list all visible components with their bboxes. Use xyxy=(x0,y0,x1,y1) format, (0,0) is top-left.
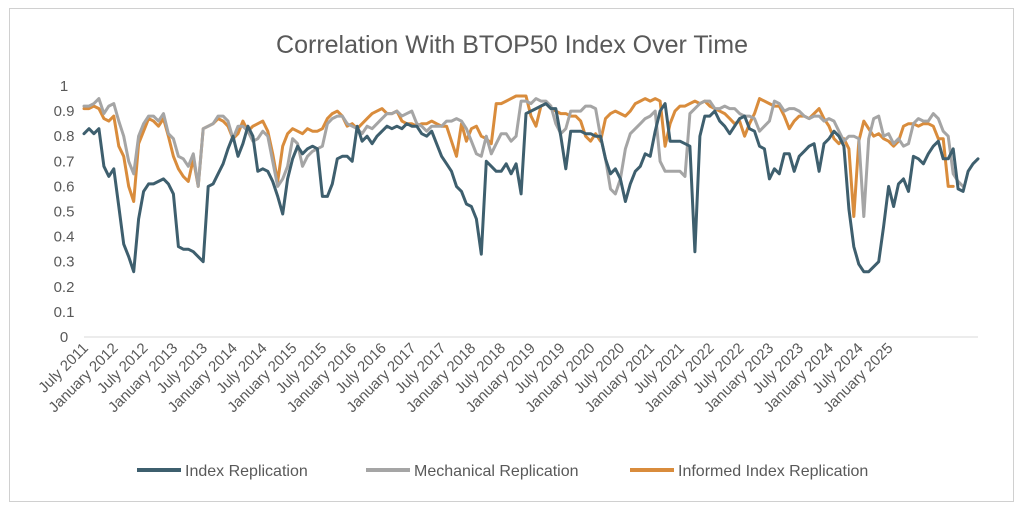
y-tick-label: 0.1 xyxy=(54,304,75,321)
chart-title: Correlation With BTOP50 Index Over Time xyxy=(276,31,748,59)
series-lines xyxy=(82,94,980,274)
legend-label: Informed Index Replication xyxy=(678,463,868,480)
y-tick-label: 0.4 xyxy=(54,229,75,246)
y-tick-label: 0.6 xyxy=(54,178,75,195)
series-line xyxy=(82,102,980,274)
chart-frame xyxy=(9,8,1014,502)
y-tick-label: 0.7 xyxy=(54,153,75,170)
legend: Index Replication Mechanical Replication I… xyxy=(137,463,868,480)
y-tick-label: 0.3 xyxy=(54,254,75,271)
y-tick-label: 0.5 xyxy=(54,204,75,221)
y-tick-label: 0 xyxy=(60,329,68,346)
y-tick-label: 0.2 xyxy=(54,279,75,296)
y-tick-label: 0.9 xyxy=(54,103,75,120)
series-line xyxy=(82,97,965,218)
y-tick-label: 1 xyxy=(60,78,68,95)
legend-label: Mechanical Replication xyxy=(414,463,579,480)
y-tick-label: 0.8 xyxy=(54,128,75,145)
legend-label: Index Replication xyxy=(185,463,308,480)
y-axis-ticks: 0 0.1 0.2 0.3 0.4 0.5 0.6 0.7 0.8 0.9 1 xyxy=(54,78,75,346)
